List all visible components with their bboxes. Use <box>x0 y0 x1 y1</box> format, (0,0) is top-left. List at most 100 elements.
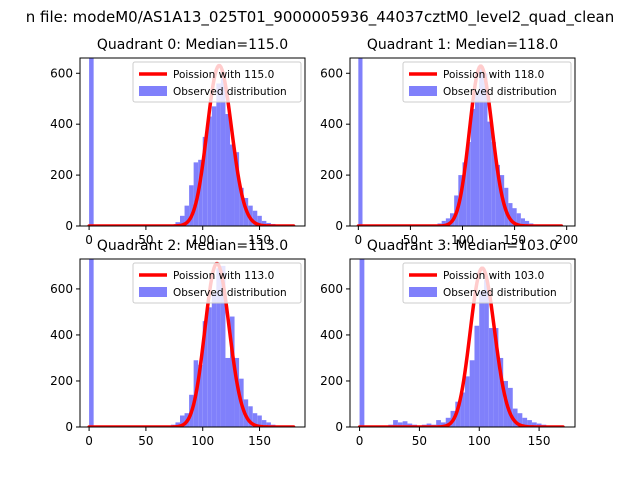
histogram-bar <box>230 316 235 427</box>
histogram-bar <box>359 259 365 427</box>
legend-bar-swatch <box>409 287 437 297</box>
x-tick-label: 50 <box>412 434 427 448</box>
legend-bar-swatch <box>139 86 167 96</box>
histogram-bar <box>498 357 504 427</box>
histogram-bar <box>211 106 217 226</box>
histogram-bar <box>488 328 494 427</box>
quadrant-0-panel: 0 50 100 150 0 200 400 600 Poission with 115.0 Ob… <box>50 37 306 247</box>
legend: Poission with 115.0 Observed distribution <box>132 61 302 103</box>
y-tick-label: 400 <box>320 117 343 131</box>
histogram-bar <box>475 91 480 226</box>
legend-bar-swatch <box>409 86 437 96</box>
poisson-curve <box>87 261 296 427</box>
histogram-bar <box>397 422 403 427</box>
histogram-bar <box>460 392 465 427</box>
y-tick-label: 600 <box>320 66 343 80</box>
legend-label-observed: Observed distribution <box>443 287 557 299</box>
quadrant-3-plot-area <box>357 259 565 427</box>
y-tick-label: 0 <box>65 219 73 233</box>
quadrant-1-plot-area <box>356 58 564 226</box>
quadrant-2-panel: 0 50 100 150 0 200 400 600 Poission with 113.0 Ob… <box>50 238 306 448</box>
quadrant-2-plot-area <box>87 259 296 427</box>
histogram-bar <box>175 422 180 427</box>
legend-label-observed: Observed distribution <box>443 86 557 98</box>
axes-frame <box>79 57 306 227</box>
histogram-bar <box>495 164 500 226</box>
histogram-bar <box>484 279 489 427</box>
histogram-bar <box>491 142 496 226</box>
x-tick-label: 100 <box>451 233 474 247</box>
y-tick-label: 600 <box>50 282 73 296</box>
histogram-bar <box>216 268 221 427</box>
histogram-bar <box>257 215 262 226</box>
y-tick-label: 200 <box>320 168 343 182</box>
histogram-bar <box>393 420 398 427</box>
histogram-bar <box>440 422 446 427</box>
histogram-bar <box>507 387 513 427</box>
x-tick-label: 100 <box>468 434 491 448</box>
histogram-bar <box>220 265 226 427</box>
histogram-bar <box>358 58 363 226</box>
axes-frame <box>349 258 576 428</box>
poisson-curve <box>87 63 296 226</box>
quadrant-0-title: Quadrant 0: Median=115.0 <box>97 37 288 53</box>
y-tick-label: 0 <box>335 420 343 434</box>
histogram-bar <box>512 208 517 226</box>
quadrant-0-plot-area <box>87 58 296 226</box>
histogram-bar <box>462 162 467 226</box>
histogram-bar <box>261 420 267 427</box>
x-tick-label: 100 <box>191 434 214 448</box>
histogram-bar <box>89 58 94 226</box>
histogram-bar <box>89 259 94 427</box>
x-tick-label: 0 <box>356 434 364 448</box>
histogram-bar <box>257 415 262 427</box>
histogram-bar <box>531 422 537 427</box>
x-tick-label: 150 <box>503 233 526 247</box>
histogram-bar <box>230 144 235 226</box>
histogram-bar <box>261 220 267 226</box>
quadrant-2-title: Quadrant 2: Median=113.0 <box>97 238 288 254</box>
x-tick-label: 100 <box>191 233 214 247</box>
histogram-bar <box>474 325 480 427</box>
legend-label-poisson: Poission with 103.0 <box>443 270 544 282</box>
histogram-bar <box>479 68 484 226</box>
x-tick-label: 150 <box>528 434 551 448</box>
histogram-bar <box>207 116 212 226</box>
histogram-bar <box>202 136 208 226</box>
axes-frame <box>79 258 306 428</box>
y-tick-label: 200 <box>50 168 73 182</box>
histogram-bar <box>252 413 258 427</box>
histogram-bar <box>216 83 221 226</box>
y-tick-label: 400 <box>320 328 343 342</box>
legend-label-poisson: Poission with 118.0 <box>443 69 544 81</box>
histogram-bar <box>520 218 525 226</box>
legend-label-observed: Observed distribution <box>173 86 287 98</box>
legend-label-poisson: Poission with 113.0 <box>173 270 274 282</box>
histogram-bar <box>445 417 451 427</box>
histogram-bar <box>441 220 446 226</box>
histogram-bar <box>527 420 532 427</box>
histogram-bar <box>180 215 185 226</box>
histogram-bar <box>402 421 408 427</box>
y-tick-label: 200 <box>320 374 343 388</box>
histogram-bar <box>234 152 240 226</box>
histogram-bar <box>516 213 521 226</box>
histogram-bar <box>436 420 441 427</box>
histogram-bar <box>512 408 518 427</box>
histogram-bar <box>479 291 485 427</box>
quadrant-3-panel: 0 50 100 150 0 200 400 600 Poission with 103.0 Ob… <box>320 238 576 448</box>
histogram-bar <box>266 422 271 427</box>
x-tick-label: 200 <box>555 233 578 247</box>
figure-suptitle: n file: modeM0/AS1A13_025T01_9000005936_… <box>26 8 615 27</box>
histogram-bar <box>225 114 230 226</box>
y-tick-label: 400 <box>50 328 73 342</box>
x-tick-label: 0 <box>355 233 363 247</box>
x-tick-label: 0 <box>85 233 93 247</box>
y-tick-label: 0 <box>335 219 343 233</box>
x-tick-label: 0 <box>85 434 93 448</box>
quadrant-1-panel: 0 50 100 150 200 0 200 400 600 Poission with 118.… <box>320 37 578 247</box>
x-tick-label: 50 <box>138 233 153 247</box>
histogram-bar <box>466 142 471 226</box>
histogram-bar <box>234 357 240 427</box>
